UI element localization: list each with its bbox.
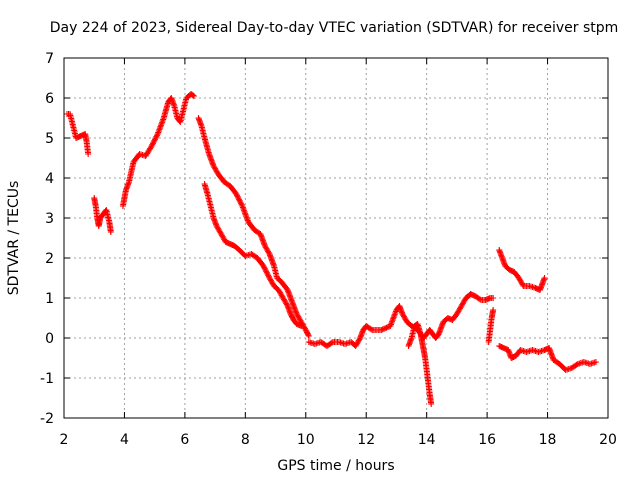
data-point <box>261 265 268 272</box>
data-point <box>379 326 386 333</box>
plot-frame <box>63 57 609 419</box>
data-point <box>541 275 548 281</box>
data-point <box>235 195 242 201</box>
data-point <box>265 273 272 280</box>
y-tick-label: 4 <box>45 171 54 187</box>
data-point <box>237 199 244 205</box>
data-point <box>260 263 267 269</box>
data-point <box>154 132 161 139</box>
series-seg-5 <box>201 181 305 329</box>
series-seg-7 <box>405 321 435 407</box>
chart-title: Day 224 of 2023, Sidereal Day-to-day VTE… <box>50 20 619 36</box>
series-seg-8 <box>426 291 497 341</box>
data-point <box>305 331 312 338</box>
data-point <box>383 324 390 331</box>
y-tick-label: 3 <box>45 211 54 227</box>
data-point <box>152 135 159 141</box>
data-point <box>305 333 312 339</box>
data-point <box>233 192 240 199</box>
series-seg-10 <box>496 247 548 293</box>
data-point <box>265 249 272 256</box>
data-point <box>152 136 159 143</box>
x-tick-label: 18 <box>539 432 557 448</box>
data-point <box>237 200 244 207</box>
data-point <box>238 201 245 208</box>
y-tick-label: 2 <box>45 251 54 267</box>
data-point <box>234 193 241 200</box>
series-seg-1 <box>64 111 92 157</box>
x-tick-label: 12 <box>357 432 375 448</box>
series-seg-3 <box>119 91 197 209</box>
x-tick-label: 6 <box>180 432 189 448</box>
data-marks <box>64 91 599 407</box>
data-point <box>149 141 156 148</box>
data-point <box>153 133 160 140</box>
data-point <box>263 269 270 276</box>
data-point <box>382 325 389 332</box>
data-point <box>356 336 363 343</box>
x-tick-label: 2 <box>60 432 69 448</box>
data-point <box>265 272 272 279</box>
grid-lines <box>64 58 608 418</box>
series-seg-6 <box>305 303 433 349</box>
data-point <box>107 229 114 235</box>
y-tick-label: 6 <box>45 91 54 107</box>
data-point <box>264 271 271 277</box>
series-seg-2 <box>91 195 114 235</box>
data-point <box>328 339 335 346</box>
data-point <box>592 359 599 365</box>
x-tick-label: 4 <box>120 432 129 448</box>
data-point <box>189 92 196 99</box>
data-point <box>283 301 290 308</box>
data-point <box>428 401 435 407</box>
x-tick-label: 8 <box>241 432 250 448</box>
data-point <box>368 326 375 333</box>
data-point <box>384 324 391 331</box>
data-point <box>476 296 483 303</box>
data-point <box>380 325 387 332</box>
data-point <box>190 93 197 99</box>
y-tick-label: 5 <box>45 131 54 147</box>
y-tick-label: 0 <box>45 331 54 347</box>
data-point <box>262 267 269 273</box>
data-point <box>263 268 270 275</box>
data-point <box>149 140 156 147</box>
y-tick-label: 1 <box>45 291 54 307</box>
y-tick-label: -1 <box>40 371 54 387</box>
x-axis-label: GPS time / hours <box>277 458 394 474</box>
data-point <box>573 361 580 368</box>
data-point <box>378 327 385 333</box>
x-tick-label: 20 <box>599 432 617 448</box>
x-tick-label: 10 <box>297 432 315 448</box>
data-point <box>151 137 158 144</box>
data-point <box>298 323 305 329</box>
data-point <box>148 143 155 149</box>
y-tick-label: 7 <box>45 51 54 67</box>
data-point <box>147 144 154 151</box>
data-point <box>150 139 157 145</box>
y-axis-label: SDTVAR / TECUs <box>6 181 22 296</box>
data-point <box>235 196 242 203</box>
data-point <box>490 307 497 313</box>
y-tick-label: -2 <box>40 411 54 427</box>
data-point <box>85 151 92 157</box>
series-seg-4 <box>195 115 312 339</box>
data-point <box>233 191 240 197</box>
data-point <box>261 264 268 271</box>
data-point <box>236 197 243 204</box>
data-point <box>490 295 497 301</box>
x-tick-label: 14 <box>418 432 436 448</box>
series-seg-9 <box>485 307 497 345</box>
x-tick-label: 16 <box>478 432 496 448</box>
series-seg-11 <box>496 343 599 373</box>
